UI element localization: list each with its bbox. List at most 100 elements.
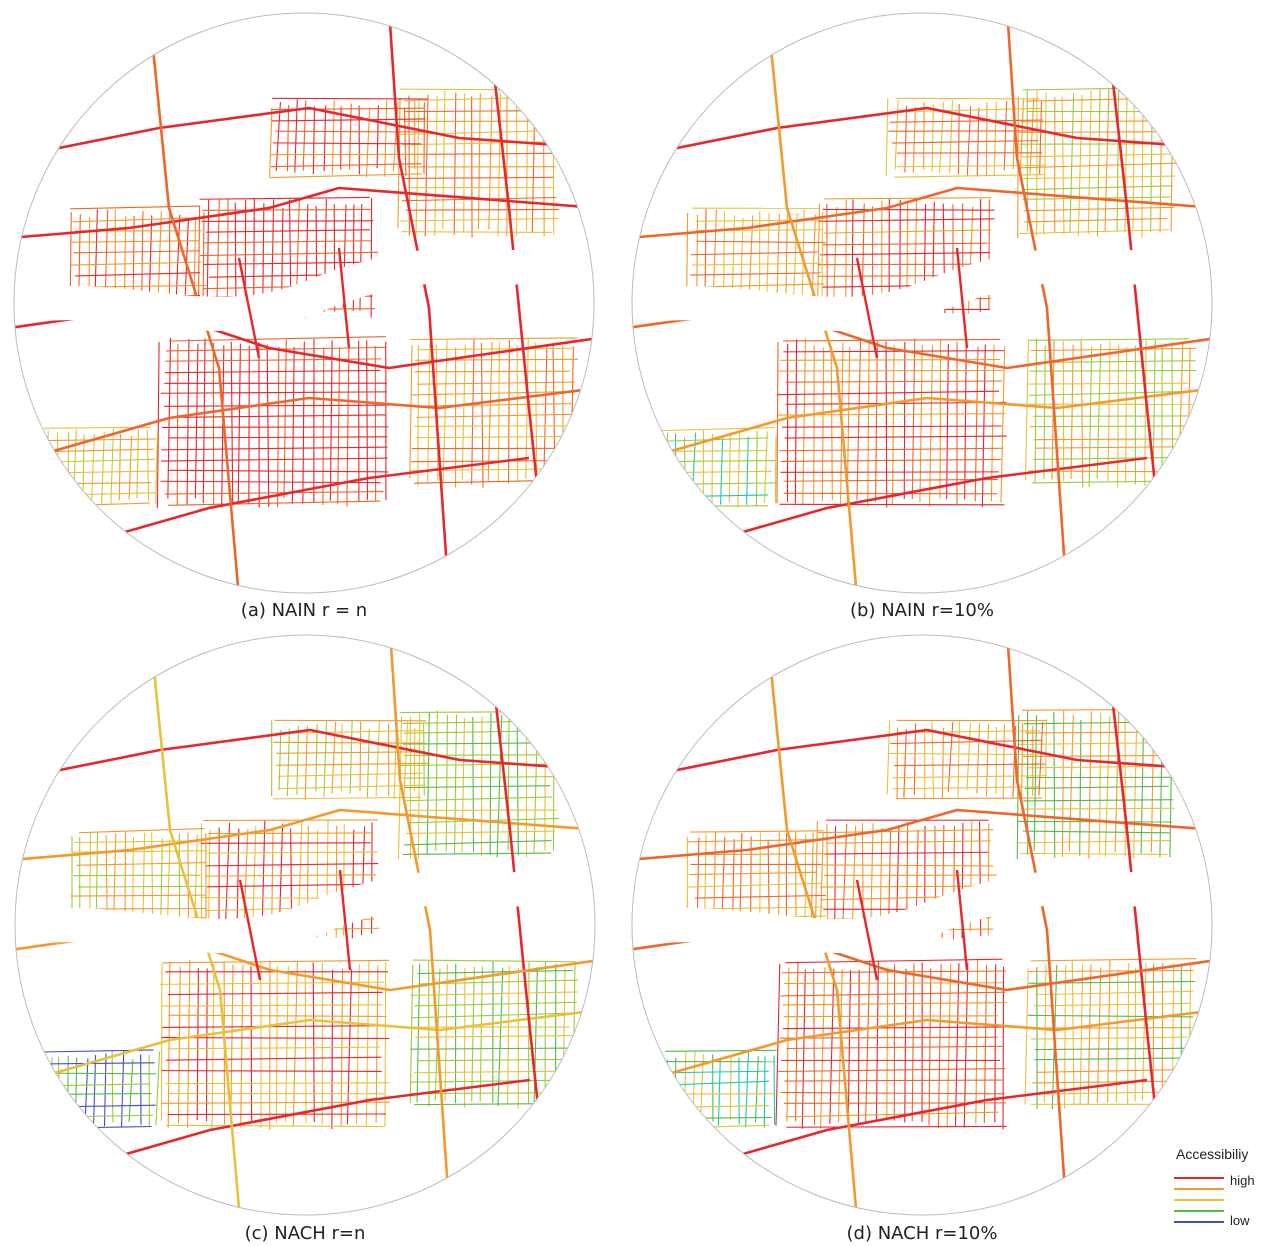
street-segment bbox=[1063, 965, 1067, 1109]
street-segment bbox=[832, 206, 838, 315]
street-segment bbox=[167, 1046, 381, 1050]
street-segment bbox=[168, 1014, 387, 1018]
street-segment bbox=[1061, 96, 1065, 235]
street-segment bbox=[782, 425, 1002, 428]
street-segment bbox=[461, 718, 466, 852]
river bbox=[632, 247, 1212, 331]
street-segment bbox=[322, 347, 325, 505]
street-segment bbox=[892, 140, 1039, 144]
street-network-map bbox=[631, 634, 1213, 1216]
street-segment bbox=[690, 853, 827, 856]
street-segment bbox=[205, 874, 377, 877]
street-segment bbox=[728, 433, 731, 503]
street-segment bbox=[1171, 962, 1175, 1105]
street-segment bbox=[886, 720, 891, 795]
street-segment bbox=[1029, 98, 1035, 174]
river bbox=[14, 247, 594, 331]
street-segment bbox=[1125, 347, 1128, 483]
street-segment bbox=[783, 478, 998, 482]
street-segment bbox=[780, 1036, 998, 1039]
street-segment bbox=[417, 1058, 577, 1062]
street-segment bbox=[43, 470, 158, 474]
street-segment bbox=[941, 727, 945, 799]
street-segment bbox=[402, 852, 552, 856]
street-segment bbox=[1028, 969, 1194, 973]
street-segment bbox=[1024, 217, 1168, 223]
street-segment bbox=[365, 960, 370, 1127]
street-segment bbox=[434, 96, 438, 236]
street-segment bbox=[666, 1070, 769, 1074]
street-segment bbox=[1034, 1047, 1194, 1051]
street-segment bbox=[73, 874, 201, 877]
street-segment bbox=[822, 208, 995, 211]
street-segment bbox=[1104, 715, 1111, 857]
street-segment bbox=[1036, 1068, 1193, 1073]
street-segment bbox=[177, 966, 181, 1124]
arterial-road bbox=[28, 386, 594, 460]
street-segment bbox=[851, 199, 854, 311]
street-segment bbox=[487, 342, 493, 482]
street-segment bbox=[1132, 94, 1135, 230]
map-panel-nach-r-10 bbox=[627, 630, 1217, 1220]
street-segment bbox=[376, 105, 379, 169]
street-segment bbox=[987, 823, 990, 936]
street-segment bbox=[273, 741, 426, 744]
street-segment bbox=[1028, 382, 1189, 385]
arterial-road bbox=[765, 13, 859, 593]
street-segment bbox=[453, 92, 457, 235]
street-segment bbox=[72, 216, 208, 223]
street-segment bbox=[38, 436, 41, 504]
street-segment bbox=[479, 966, 483, 1102]
street-segment bbox=[890, 119, 1044, 123]
legend-high-label: high bbox=[1230, 1173, 1255, 1188]
street-network-map bbox=[14, 634, 596, 1216]
street-segment bbox=[1068, 714, 1074, 852]
street-segment bbox=[780, 991, 1006, 997]
street-segment bbox=[415, 97, 420, 235]
street-segment bbox=[1034, 338, 1038, 484]
street-segment bbox=[1030, 347, 1196, 352]
street-segment bbox=[445, 714, 448, 852]
street-segment bbox=[202, 819, 379, 822]
street-segment bbox=[277, 784, 426, 790]
street-segment bbox=[534, 342, 538, 484]
street-segment bbox=[659, 427, 775, 432]
street-segment bbox=[784, 1079, 1003, 1082]
street-segment bbox=[405, 208, 560, 211]
bridge-road bbox=[855, 879, 879, 981]
street-segment bbox=[660, 482, 777, 485]
street-segment bbox=[207, 851, 378, 854]
street-segment bbox=[1020, 807, 1175, 810]
street-segment bbox=[312, 106, 316, 175]
arterial-road bbox=[632, 728, 1212, 782]
street-segment bbox=[665, 505, 769, 507]
street-segment bbox=[79, 828, 205, 834]
street-segment bbox=[276, 762, 430, 766]
street-segment bbox=[418, 347, 575, 351]
street-segment bbox=[366, 340, 369, 500]
street-segment bbox=[403, 720, 554, 724]
street-segment bbox=[206, 199, 210, 314]
street-segment bbox=[136, 429, 140, 499]
street-segment bbox=[774, 435, 777, 504]
street-segment bbox=[404, 785, 551, 789]
street-segment bbox=[974, 346, 979, 502]
street-segment bbox=[128, 1059, 134, 1122]
street-segment bbox=[410, 1047, 574, 1050]
street-segment bbox=[829, 968, 835, 1124]
street-segment bbox=[40, 448, 154, 453]
street-segment bbox=[1022, 87, 1169, 91]
street-segment bbox=[405, 796, 553, 802]
street-segment bbox=[867, 339, 870, 507]
street-segment bbox=[975, 960, 979, 1125]
street-segment bbox=[1025, 731, 1174, 734]
street-segment bbox=[164, 404, 389, 407]
street-segment bbox=[928, 344, 934, 507]
street-segment bbox=[205, 862, 379, 867]
street-segment bbox=[533, 716, 539, 853]
street-segment bbox=[236, 828, 240, 935]
street-segment bbox=[302, 341, 305, 504]
street-segment bbox=[497, 342, 501, 482]
street-segment bbox=[118, 434, 122, 501]
map-panel-nain-r-n bbox=[9, 8, 599, 598]
